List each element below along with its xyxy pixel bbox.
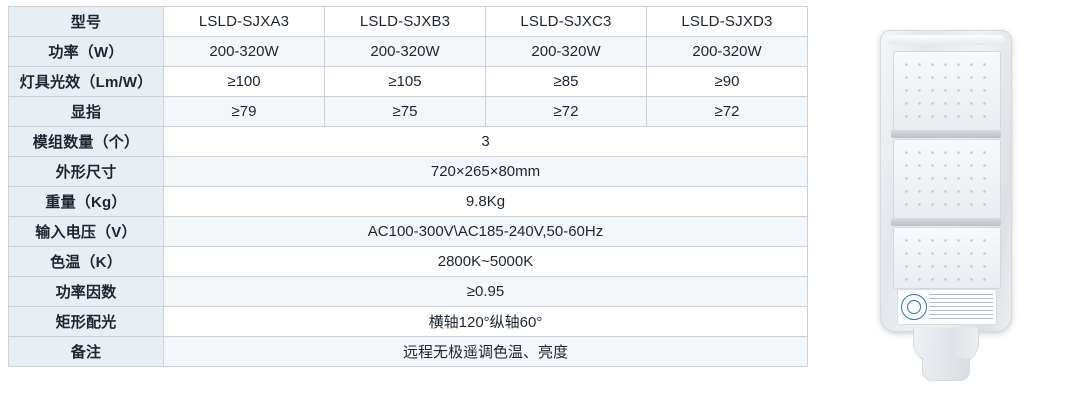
cell-module-count: 3 (163, 126, 808, 157)
cell-weight: 9.8Kg (163, 186, 808, 217)
table-row: 功率（W） 200-320W 200-320W 200-320W 200-320… (8, 36, 808, 67)
led-dots (900, 146, 994, 212)
cell-model-c: LSLD-SJXC3 (485, 6, 647, 37)
row-label-cri: 显指 (8, 96, 164, 127)
cell-model-a: LSLD-SJXA3 (163, 6, 325, 37)
led-dots (900, 58, 994, 124)
module-divider-2 (891, 218, 1001, 226)
lamp-arm-end (922, 358, 970, 381)
lamp-top-strip (887, 35, 1005, 45)
cell-cri-b: ≥75 (324, 96, 486, 127)
lamp-housing (880, 30, 1012, 332)
row-label-remarks: 备注 (8, 336, 164, 367)
row-label-color-temperature: 色温（K） (8, 246, 164, 277)
table-row: 色温（K） 2800K~5000K (8, 246, 808, 277)
table-row: 矩形配光 横轴120°纵轴60° (8, 306, 808, 337)
cell-power-c: 200-320W (485, 36, 647, 67)
led-module-3 (893, 227, 1001, 289)
cell-efficacy-a: ≥100 (163, 66, 325, 97)
module-divider-1 (891, 130, 1001, 138)
row-label-beam-distribution: 矩形配光 (8, 306, 164, 337)
table-row: 重量（Kg） 9.8Kg (8, 186, 808, 217)
table-row: 型号 LSLD-SJXA3 LSLD-SJXB3 LSLD-SJXC3 LSLD… (8, 6, 808, 37)
lamp-arm-mount (913, 328, 979, 363)
row-label-input-voltage: 输入电压（V） (8, 216, 164, 247)
label-text-lines (929, 294, 993, 321)
led-dots (900, 234, 994, 282)
table-row: 灯具光效（Lm/W） ≥100 ≥105 ≥85 ≥90 (8, 66, 808, 97)
table-row: 模组数量（个） 3 (8, 126, 808, 157)
row-label-weight: 重量（Kg） (8, 186, 164, 217)
cell-efficacy-d: ≥90 (646, 66, 808, 97)
table-row: 功率因数 ≥0.95 (8, 276, 808, 307)
cell-power-factor: ≥0.95 (163, 276, 808, 307)
led-module-2 (893, 139, 1001, 219)
cell-efficacy-b: ≥105 (324, 66, 486, 97)
cell-cri-c: ≥72 (485, 96, 647, 127)
cell-model-d: LSLD-SJXD3 (646, 6, 808, 37)
cell-color-temperature: 2800K~5000K (163, 246, 808, 277)
led-module-1 (893, 51, 1001, 131)
row-label-efficacy: 灯具光效（Lm/W） (8, 66, 164, 97)
cell-power-a: 200-320W (163, 36, 325, 67)
specification-table-body: 型号 LSLD-SJXA3 LSLD-SJXB3 LSLD-SJXC3 LSLD… (8, 6, 808, 367)
cell-input-voltage: AC100-300V\AC185-240V,50-60Hz (163, 216, 808, 247)
cell-dimensions: 720×265×80mm (163, 156, 808, 187)
cell-remarks: 远程无极遥调色温、亮度 (163, 336, 808, 367)
certification-icon (901, 294, 927, 320)
row-label-model: 型号 (8, 6, 164, 37)
row-label-dimensions: 外形尺寸 (8, 156, 164, 187)
cell-model-b: LSLD-SJXB3 (324, 6, 486, 37)
table-row: 备注 远程无极遥调色温、亮度 (8, 336, 808, 367)
cell-cri-a: ≥79 (163, 96, 325, 127)
row-label-module-count: 模组数量（个） (8, 126, 164, 157)
cell-power-b: 200-320W (324, 36, 486, 67)
cell-cri-d: ≥72 (646, 96, 808, 127)
table-row: 显指 ≥79 ≥75 ≥72 ≥72 (8, 96, 808, 127)
row-label-power-factor: 功率因数 (8, 276, 164, 307)
cell-efficacy-c: ≥85 (485, 66, 647, 97)
table-row: 外形尺寸 720×265×80mm (8, 156, 808, 187)
cell-beam-distribution: 横轴120°纵轴60° (163, 306, 808, 337)
cell-power-d: 200-320W (646, 36, 808, 67)
product-label-plate (897, 289, 997, 325)
row-label-power: 功率（W） (8, 36, 164, 67)
table-row: 输入电压（V） AC100-300V\AC185-240V,50-60Hz (8, 216, 808, 247)
product-photo (860, 30, 1030, 381)
specification-table: 型号 LSLD-SJXA3 LSLD-SJXB3 LSLD-SJXC3 LSLD… (8, 6, 808, 367)
